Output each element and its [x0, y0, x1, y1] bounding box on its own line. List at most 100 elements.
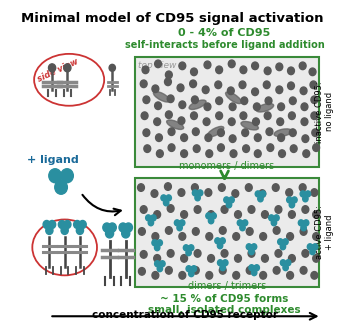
Circle shape: [311, 112, 318, 120]
Ellipse shape: [241, 121, 258, 130]
Circle shape: [290, 145, 297, 152]
Circle shape: [313, 255, 319, 262]
Circle shape: [190, 80, 197, 88]
Circle shape: [161, 195, 166, 201]
Circle shape: [260, 233, 267, 240]
Circle shape: [276, 86, 283, 94]
Circle shape: [155, 102, 161, 109]
Circle shape: [249, 245, 254, 251]
Circle shape: [254, 134, 261, 141]
Circle shape: [188, 245, 194, 251]
Circle shape: [190, 68, 197, 76]
Circle shape: [119, 223, 127, 232]
Circle shape: [43, 221, 50, 228]
Text: top view: top view: [138, 61, 177, 70]
Circle shape: [313, 233, 319, 240]
Circle shape: [252, 266, 257, 272]
Circle shape: [288, 67, 294, 75]
Circle shape: [155, 60, 161, 68]
Circle shape: [155, 261, 160, 267]
Circle shape: [289, 97, 296, 105]
Circle shape: [189, 271, 194, 276]
Circle shape: [301, 103, 308, 110]
Circle shape: [301, 225, 306, 231]
Circle shape: [258, 192, 263, 198]
Circle shape: [265, 97, 272, 105]
Circle shape: [140, 206, 147, 213]
Circle shape: [288, 211, 295, 218]
Circle shape: [179, 272, 186, 279]
Text: ~ 15 % of CD95 forms: ~ 15 % of CD95 forms: [160, 294, 289, 304]
Circle shape: [152, 85, 159, 93]
Circle shape: [157, 266, 162, 272]
Circle shape: [304, 220, 309, 226]
Circle shape: [303, 196, 308, 202]
Circle shape: [262, 255, 268, 262]
Text: inactive CD95:
no ligand: inactive CD95: no ligand: [315, 81, 334, 142]
Circle shape: [277, 118, 284, 126]
Circle shape: [168, 128, 175, 135]
Circle shape: [103, 223, 111, 232]
Circle shape: [249, 265, 254, 271]
Circle shape: [181, 150, 188, 157]
Circle shape: [193, 145, 200, 152]
Circle shape: [254, 265, 259, 271]
Circle shape: [242, 220, 248, 226]
Circle shape: [252, 270, 257, 276]
Circle shape: [186, 246, 191, 252]
Circle shape: [280, 244, 286, 250]
Circle shape: [144, 145, 151, 152]
Circle shape: [142, 66, 149, 74]
Circle shape: [179, 220, 185, 226]
Circle shape: [186, 250, 191, 256]
Circle shape: [288, 255, 295, 262]
Circle shape: [233, 233, 240, 240]
Circle shape: [191, 184, 198, 191]
Circle shape: [299, 184, 306, 191]
Circle shape: [223, 260, 228, 266]
Circle shape: [138, 184, 145, 191]
Circle shape: [64, 221, 71, 228]
Circle shape: [179, 233, 186, 240]
Circle shape: [235, 211, 242, 218]
Circle shape: [274, 215, 279, 221]
Circle shape: [300, 191, 306, 197]
Circle shape: [49, 64, 56, 72]
Circle shape: [279, 150, 285, 157]
Circle shape: [240, 112, 247, 120]
Circle shape: [205, 134, 212, 141]
Circle shape: [232, 190, 239, 197]
Circle shape: [243, 145, 249, 152]
Text: 0 - 4% of CD95: 0 - 4% of CD95: [178, 28, 271, 38]
Circle shape: [193, 266, 199, 274]
Circle shape: [141, 112, 148, 120]
Circle shape: [208, 211, 215, 218]
Circle shape: [178, 189, 185, 196]
Circle shape: [189, 267, 194, 273]
Circle shape: [227, 87, 234, 95]
Circle shape: [216, 66, 223, 74]
Circle shape: [280, 260, 286, 266]
Circle shape: [193, 128, 199, 135]
Circle shape: [76, 226, 83, 234]
Circle shape: [246, 244, 252, 250]
Circle shape: [220, 238, 225, 244]
Circle shape: [58, 221, 66, 228]
Circle shape: [228, 60, 235, 68]
Text: concentration of CD95 receptor: concentration of CD95 receptor: [92, 310, 278, 320]
Circle shape: [79, 221, 86, 228]
Circle shape: [122, 229, 130, 238]
Circle shape: [303, 150, 310, 157]
Circle shape: [276, 63, 283, 71]
Circle shape: [233, 272, 240, 279]
Circle shape: [248, 206, 255, 213]
Circle shape: [195, 191, 200, 197]
Text: dimers / trimers: dimers / trimers: [188, 281, 266, 291]
Circle shape: [179, 101, 186, 109]
Circle shape: [269, 215, 274, 221]
Circle shape: [166, 227, 172, 234]
Circle shape: [167, 95, 174, 103]
Circle shape: [154, 211, 160, 218]
Circle shape: [204, 103, 211, 110]
Circle shape: [260, 191, 266, 197]
